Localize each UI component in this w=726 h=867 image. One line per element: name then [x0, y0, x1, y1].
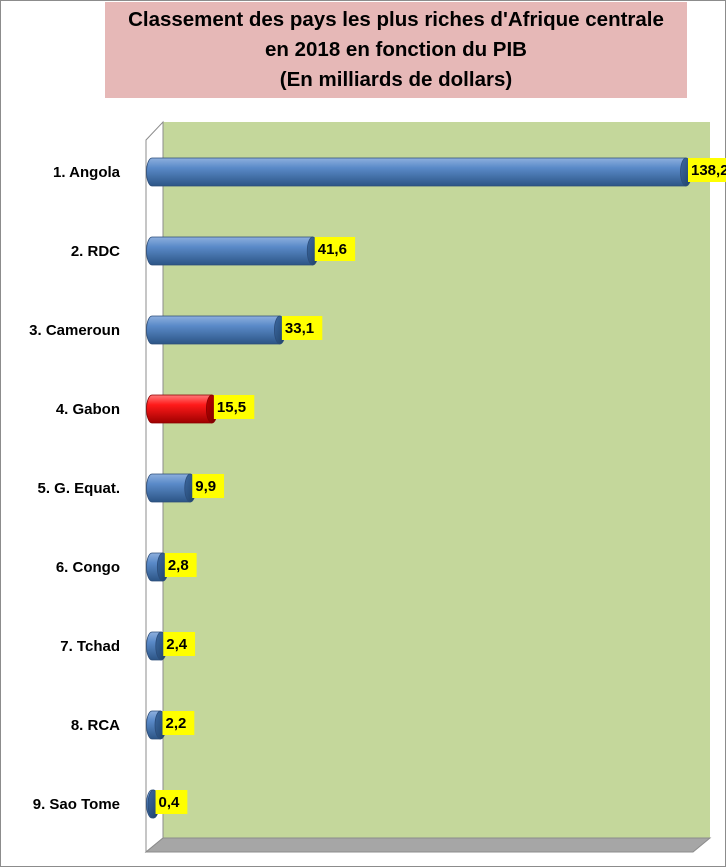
- value-label-background: [162, 711, 195, 735]
- value-label-background: [314, 237, 356, 261]
- value-label: 0,4: [159, 794, 181, 811]
- bar-series: [146, 157, 692, 819]
- bar: [146, 157, 692, 187]
- value-label-background: [192, 474, 225, 498]
- bar-body: [146, 157, 687, 187]
- value-label: 9,9: [195, 478, 216, 495]
- bar-body: [146, 315, 281, 345]
- value-label: 33,1: [285, 320, 314, 337]
- category-label: 1. Angola: [53, 164, 121, 181]
- value-label: 138,2: [691, 162, 726, 179]
- chart-title: Classement des pays les plus riches d'Af…: [105, 2, 687, 98]
- chart-title-line-2: en 2018 en fonction du PIB: [265, 38, 527, 61]
- plot-back-wall: [163, 122, 710, 838]
- value-label-background: [213, 395, 255, 419]
- plot-floor: [144, 837, 712, 853]
- category-label: 3. Cameroun: [29, 322, 120, 339]
- category-label: 5. G. Equat.: [37, 480, 120, 497]
- value-label-background: [163, 632, 196, 656]
- bar: [146, 315, 286, 345]
- bar: [146, 236, 319, 266]
- bar-body: [146, 236, 314, 266]
- value-label: 2,4: [166, 636, 188, 653]
- value-labels: 138,2 41,6 33,1 15,5 9,9 2,8 2,4 2,2 0,4: [155, 158, 726, 814]
- category-label: 8. RCA: [71, 717, 120, 734]
- chart-title-line-3: (En milliards de dollars): [279, 68, 513, 91]
- category-label: 4. Gabon: [56, 401, 120, 418]
- value-label-background: [281, 316, 323, 340]
- bar: [146, 473, 197, 503]
- category-label: 6. Congo: [56, 559, 120, 576]
- bar-body: [146, 394, 213, 424]
- value-label: 2,8: [168, 557, 189, 574]
- chart-title-line-1: Classement des pays les plus riches d'Af…: [128, 8, 664, 31]
- category-label: 2. RDC: [71, 243, 120, 260]
- bar: [146, 394, 218, 424]
- bar-body: [146, 473, 191, 503]
- value-label-background: [155, 790, 188, 814]
- category-label: 7. Tchad: [60, 638, 120, 655]
- category-labels: 1. Angola 2. RDC 3. Cameroun 4. Gabon 5. G. …: [29, 164, 121, 813]
- value-label: 15,5: [217, 399, 246, 416]
- value-label: 41,6: [318, 241, 347, 258]
- value-label-background: [688, 158, 726, 182]
- category-label: 9. Sao Tome: [33, 796, 120, 813]
- value-label: 2,2: [166, 715, 187, 732]
- value-label-background: [164, 553, 197, 577]
